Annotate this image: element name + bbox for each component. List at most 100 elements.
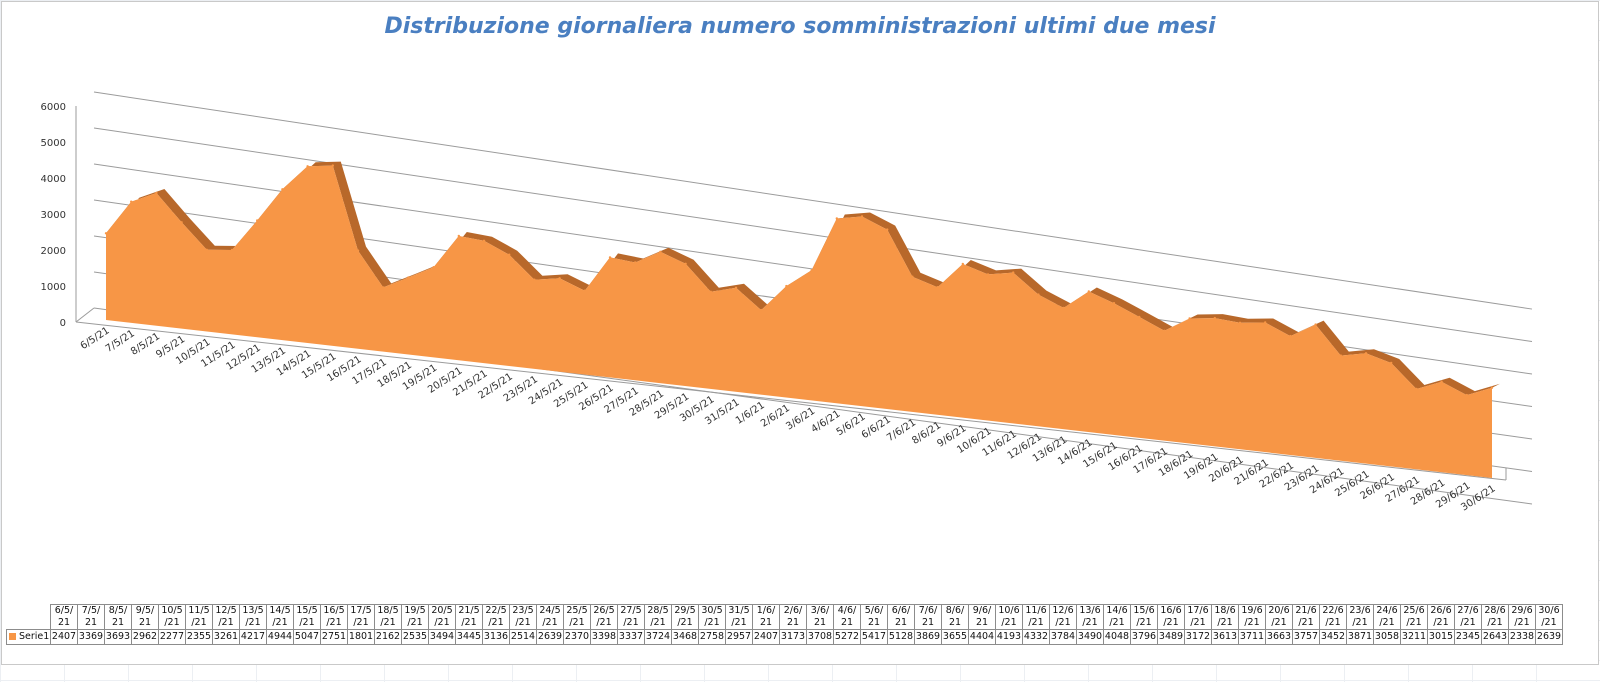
data-point xyxy=(634,261,637,264)
table-cell: 3613 xyxy=(1211,629,1239,645)
table-column-header: 19/6 /21 xyxy=(1238,604,1266,630)
data-point xyxy=(482,239,486,242)
data-point xyxy=(1062,306,1065,310)
table-cell: 3452 xyxy=(1319,629,1347,645)
table-cell: 3015 xyxy=(1427,629,1455,645)
data-point xyxy=(734,286,738,289)
data-point xyxy=(1465,393,1469,397)
data-point xyxy=(1188,317,1191,320)
table-cell: 5272 xyxy=(833,629,861,645)
series-area-serie1 xyxy=(106,165,1492,478)
table-cell: 2643 xyxy=(1481,629,1509,645)
data-point xyxy=(709,290,712,293)
table-cell: 2345 xyxy=(1454,629,1482,645)
data-point xyxy=(356,249,360,252)
data-point xyxy=(860,215,864,218)
x-axis-line xyxy=(75,321,1507,481)
table-column-header: 29/5 /21 xyxy=(671,604,699,630)
data-point xyxy=(1037,293,1040,296)
y-tick-label: 4000 xyxy=(41,174,66,185)
table-column-header: 18/5 /21 xyxy=(374,604,402,630)
table-column-header: 25/6 /21 xyxy=(1400,604,1428,630)
table-column-header: 26/6 /21 xyxy=(1427,604,1455,630)
data-point xyxy=(1364,352,1368,355)
table-cell: 2370 xyxy=(563,629,591,645)
table-corner xyxy=(7,605,51,630)
data-point xyxy=(180,221,183,224)
table-cell: 3724 xyxy=(644,629,672,645)
table-column-header: 31/5 /21 xyxy=(725,604,753,630)
table-column-header: 20/5 /21 xyxy=(428,604,456,630)
table-column-header: 14/5 /21 xyxy=(266,604,294,630)
table-column-header: 23/5 /21 xyxy=(509,604,537,630)
table-cell: 3796 xyxy=(1130,629,1158,645)
table-column-header: 9/5/ 21 xyxy=(131,604,159,630)
chart-data-table: 6/5/ 21 7/5/ 21 8/5/ 21 9/5/ 21 10/5 /21 11/5… xyxy=(6,604,1563,645)
table-column-header: 20/6 /21 xyxy=(1265,604,1293,630)
table-cell: 5417 xyxy=(860,629,888,645)
y-tick-label: 2000 xyxy=(41,246,66,257)
table-column-header: 23/6 /21 xyxy=(1346,604,1374,630)
data-point xyxy=(432,266,435,269)
table-cell: 2338 xyxy=(1508,629,1536,645)
data-point xyxy=(508,253,511,256)
data-point xyxy=(306,165,309,168)
table-cell: 3490 xyxy=(1076,629,1104,645)
table-column-header: 26/5 /21 xyxy=(590,604,618,630)
y-tick-label: 3000 xyxy=(41,210,66,221)
gridline xyxy=(93,91,1533,310)
y-tick-label: 6000 xyxy=(41,102,66,113)
table-cell: 3869 xyxy=(914,629,942,645)
table-cell: 3663 xyxy=(1265,629,1293,645)
data-point xyxy=(760,308,763,312)
table-cell: 3058 xyxy=(1373,629,1401,645)
data-point xyxy=(936,286,939,289)
table-column-header: 10/6 /21 xyxy=(995,604,1023,630)
data-point xyxy=(407,276,410,279)
table-cell: 3489 xyxy=(1157,629,1185,645)
table-column-header: 22/6 /21 xyxy=(1319,604,1347,630)
table-cell: 4193 xyxy=(995,629,1023,645)
series-area-depth xyxy=(106,161,1500,396)
y-tick-label: 0 xyxy=(60,318,66,329)
area-chart-3d: 01000200030004000500060006/5/217/5/218/5… xyxy=(41,91,1533,514)
data-point xyxy=(911,275,914,278)
wall-edge xyxy=(75,307,95,323)
data-point xyxy=(785,284,788,288)
table-cell: 4217 xyxy=(239,629,267,645)
table-row: Serie1 2407 3369 3693 2962 2277 2355 3261 4217 49… xyxy=(6,629,1563,645)
chart-title: Distribuzione giornaliera numero sommini… xyxy=(384,14,1216,39)
table-cell: 3784 xyxy=(1049,629,1077,645)
table-column-header: 18/6 /21 xyxy=(1211,604,1239,630)
table-column-header: 8/5/ 21 xyxy=(104,604,132,630)
y-tick-label: 1000 xyxy=(41,282,66,293)
y-tick-label: 5000 xyxy=(41,138,66,149)
table-column-header: 13/6 /21 xyxy=(1076,604,1104,630)
table-header-row: 6/5/ 21 7/5/ 21 8/5/ 21 9/5/ 21 10/5 /21 11/5… xyxy=(7,604,1563,630)
table-cell: 3398 xyxy=(590,629,618,645)
series-name: Serie1 xyxy=(19,631,50,642)
table-cell: 4332 xyxy=(1022,629,1050,645)
table-column-header: 22/5 /21 xyxy=(482,604,510,630)
table-cell: 4404 xyxy=(968,629,996,645)
data-point xyxy=(1213,316,1217,320)
data-point xyxy=(1415,387,1418,391)
data-point xyxy=(457,234,460,238)
table-cell: 3337 xyxy=(617,629,645,645)
table-column-header: 12/5 /21 xyxy=(212,604,240,630)
data-point xyxy=(659,250,662,253)
data-point xyxy=(1314,323,1317,326)
chart-area[interactable]: Distribuzione giornaliera numero sommini… xyxy=(1,1,1599,665)
table-column-header: 1/6/ 21 xyxy=(752,604,780,630)
table-column-header: 4/6/ 21 xyxy=(833,604,861,630)
data-point xyxy=(533,278,536,281)
table-column-header: 7/5/ 21 xyxy=(77,604,105,630)
data-point xyxy=(961,262,964,266)
table-column-header: 10/5 /21 xyxy=(158,604,186,630)
table-cell: 3369 xyxy=(77,629,105,645)
table-cell: 4944 xyxy=(266,629,294,645)
table-cell: 3711 xyxy=(1238,629,1266,645)
table-cell: 2639 xyxy=(536,629,564,645)
data-point xyxy=(1440,380,1443,383)
data-point xyxy=(986,273,990,276)
